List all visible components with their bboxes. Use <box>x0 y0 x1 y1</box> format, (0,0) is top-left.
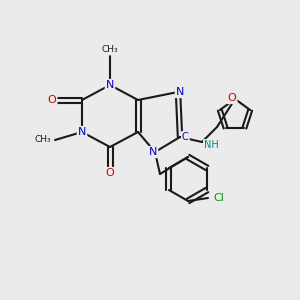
Text: N: N <box>149 147 157 157</box>
Text: O: O <box>106 168 114 178</box>
Text: Cl: Cl <box>213 193 224 203</box>
Text: NH: NH <box>204 140 219 150</box>
Text: N: N <box>176 87 184 97</box>
Text: N: N <box>106 80 114 90</box>
Text: O: O <box>48 95 56 105</box>
Text: O: O <box>228 93 236 103</box>
Text: CH₃: CH₃ <box>102 46 118 55</box>
Text: N: N <box>78 127 86 137</box>
Text: CH₃: CH₃ <box>34 136 51 145</box>
Text: C: C <box>182 132 189 142</box>
